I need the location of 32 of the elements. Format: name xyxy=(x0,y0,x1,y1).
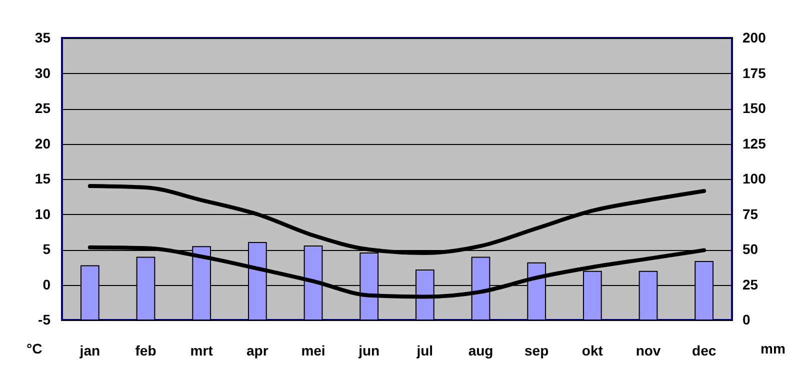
x-tick-label: mei xyxy=(301,342,326,358)
y-tick-label: 20 xyxy=(34,135,51,152)
y-tick-label: 15 xyxy=(34,170,51,186)
y-tick-label: 25 xyxy=(34,100,51,116)
x-tick-label: jun xyxy=(358,342,380,358)
x-tick-label: feb xyxy=(135,342,156,358)
x-tick-label: jan xyxy=(78,342,100,358)
x-tick-label: aug xyxy=(468,342,494,358)
y2-tick-label: 75 xyxy=(742,206,758,222)
x-tick-label: sep xyxy=(524,342,549,358)
x-tick-label: nov xyxy=(636,342,661,358)
x-tick-label: okt xyxy=(582,342,604,358)
y2-tick-label: 175 xyxy=(742,64,766,81)
y2-tick-label: 200 xyxy=(742,30,766,46)
y2-tick-label: 150 xyxy=(742,100,766,116)
y2-tick-label: 100 xyxy=(742,170,766,186)
x-tick-label: jul xyxy=(416,342,434,358)
y-tick-label: 5 xyxy=(42,241,51,257)
y-tick-label: 10 xyxy=(34,206,51,222)
y2-axis-title: mm xyxy=(760,340,786,356)
y2-tick-label: 50 xyxy=(742,241,758,257)
y-tick-label: -5 xyxy=(38,312,51,328)
x-tick-label: mrt xyxy=(190,342,214,358)
y-tick-label: 35 xyxy=(34,30,51,46)
x-tick-label: dec xyxy=(692,342,716,358)
y2-tick-label: 0 xyxy=(742,312,750,328)
y-axis-title: °C xyxy=(26,340,42,356)
y2-tick-label: 25 xyxy=(742,276,758,292)
y2-tick-label: 125 xyxy=(742,135,766,152)
x-tick-label: apr xyxy=(246,342,269,358)
y-tick-label: 0 xyxy=(42,276,51,292)
y-tick-label: 30 xyxy=(34,64,51,81)
